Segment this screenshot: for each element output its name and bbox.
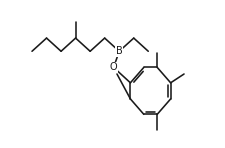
Text: B: B <box>116 46 123 56</box>
Text: O: O <box>110 62 117 72</box>
